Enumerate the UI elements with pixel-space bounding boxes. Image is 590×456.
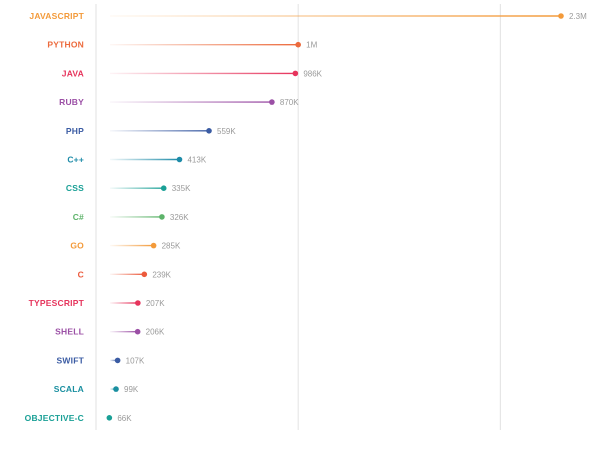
value-label: 870K [280,98,299,107]
category-label: C++ [67,155,84,165]
category-label: SWIFT [57,355,85,365]
value-label: 2.3M [569,12,587,21]
category-label: PYTHON [47,40,84,50]
value-label: 1M [306,41,317,50]
value-label: 413K [187,156,206,165]
dot-shell [134,328,141,335]
value-label: 207K [146,299,165,308]
dot-swift [114,357,121,364]
labels: JAVASCRIPT 2.3M PYTHON 1M JAVA 986K RUBY 870K PH… [25,11,587,423]
dot-typescript [135,300,141,306]
category-label: GO [70,241,84,251]
dot-scala [113,386,119,392]
category-label: TYPESCRIPT [29,298,85,308]
category-label: C [78,269,84,279]
dot-css [160,185,167,191]
value-label: 986K [303,69,322,78]
dot-javascript [558,13,564,19]
dot-c- [176,156,183,163]
value-label: 239K [152,270,171,279]
dot-c [141,271,148,278]
category-label: RUBY [59,97,84,107]
dot-python [295,41,301,48]
category-label: SCALA [54,384,84,394]
category-label: OBJECTIVE-C [25,413,84,423]
value-label: 66K [117,414,132,423]
category-label: JAVASCRIPT [29,11,84,21]
dot-ruby [269,99,275,105]
category-label: C# [73,212,84,222]
category-label: SHELL [55,327,84,337]
data-marks [106,13,564,421]
dot-java [292,70,299,77]
dot-go [150,242,157,249]
category-label: PHP [66,126,84,136]
grid-lines [95,4,501,430]
dot-c- [159,214,165,220]
value-label: 326K [170,213,189,222]
value-label: 559K [217,127,236,136]
value-label: 335K [172,184,191,193]
dot-php [206,128,212,134]
category-label: CSS [66,183,84,193]
value-label: 285K [162,242,181,251]
value-label: 99K [124,385,139,394]
value-label: 206K [146,328,165,337]
value-label: 107K [126,356,145,365]
dot-objective-c [106,415,113,421]
category-label: JAVA [62,68,84,78]
